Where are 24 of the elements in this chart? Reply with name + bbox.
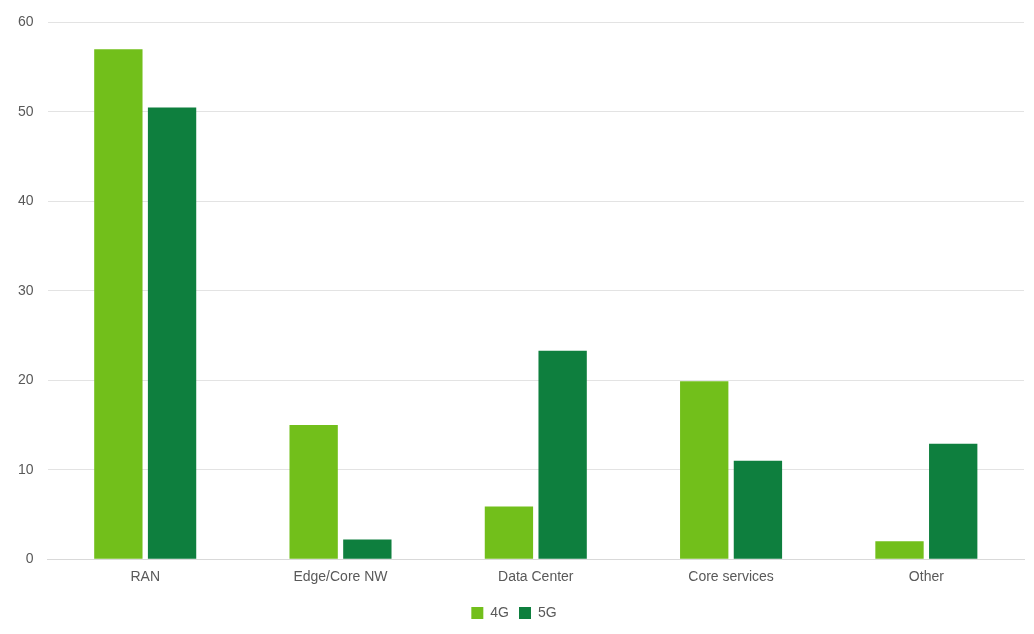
bar [94, 49, 143, 559]
legend-label: 5G [538, 603, 557, 620]
x-tick-label: Core services [688, 568, 774, 585]
legend-label: 4G [490, 603, 510, 620]
y-tick-label: 60 [17, 13, 34, 30]
y-tick-label: 20 [17, 371, 34, 388]
y-tick-label: 40 [17, 192, 34, 209]
x-tick-label: Edge/Core NW [293, 568, 389, 585]
bar [875, 541, 924, 559]
bar [343, 539, 392, 559]
y-tick-label: 50 [17, 102, 34, 119]
y-tick-label: 10 [17, 460, 34, 477]
bar [147, 107, 197, 559]
x-tick-label: RAN [130, 568, 160, 585]
y-tick-label: 0 [25, 550, 34, 567]
bar [733, 460, 783, 559]
x-tick-label: Other [908, 568, 945, 585]
bar [680, 381, 729, 559]
y-tick-label: 30 [17, 281, 34, 298]
x-tick-label: Data Center [498, 568, 574, 585]
bar [484, 506, 534, 559]
bar [289, 425, 338, 559]
bar [538, 350, 587, 559]
bar [929, 443, 978, 559]
